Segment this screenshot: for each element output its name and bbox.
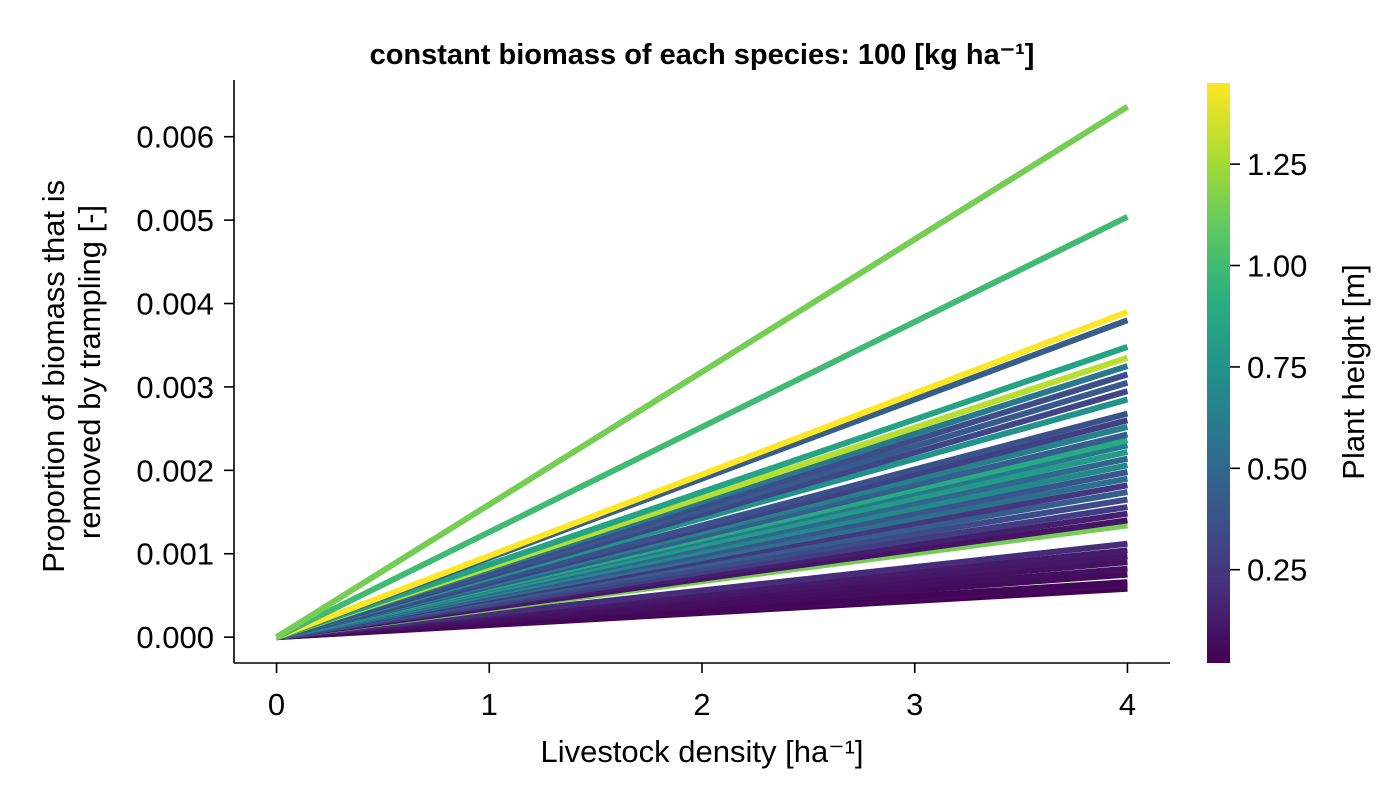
colorbar-tick-label: 0.25 (1247, 553, 1307, 588)
y-tick-label: 0.001 (136, 537, 214, 572)
series-lines (274, 104, 1130, 641)
y-ticks: 0.000 0.001 0.002 0.003 0.004 0.005 0.006 (136, 120, 234, 655)
x-tick-label: 0 (268, 687, 285, 722)
y-axis-label-line-2: removed by trampling [-] (72, 205, 107, 539)
y-axis-label: Proportion of biomass that is removed by… (36, 171, 107, 572)
x-tick-label: 2 (693, 687, 710, 722)
colorbar-label: Plant height [m] (1336, 264, 1371, 479)
y-tick-label: 0.004 (136, 287, 214, 322)
x-axis-label: Livestock density [ha⁻¹] (540, 734, 863, 769)
colorbar (1207, 83, 1230, 663)
x-tick-label: 1 (481, 687, 498, 722)
y-tick-label: 0.005 (136, 203, 214, 238)
y-axis-label-line-1: Proportion of biomass that is (36, 180, 71, 573)
series-line (275, 309, 1129, 640)
colorbar-tick-label: 1.00 (1247, 249, 1307, 284)
colorbar-tick-label: 0.75 (1247, 350, 1307, 385)
x-tick-label: 3 (906, 687, 923, 722)
series-line (276, 540, 1128, 641)
colorbar-ticks: 0.25 0.50 0.75 1.00 1.25 (1230, 147, 1307, 588)
series-line (275, 214, 1129, 640)
colorbar-tick-label: 0.50 (1247, 451, 1307, 486)
y-tick-label: 0.003 (136, 370, 214, 405)
x-tick-label: 4 (1119, 687, 1136, 722)
series-line (274, 104, 1130, 640)
chart-title: constant biomass of each species: 100 [k… (370, 39, 1035, 71)
series-line (275, 344, 1129, 640)
y-tick-label: 0.000 (136, 620, 214, 655)
y-tick-label: 0.006 (136, 120, 214, 155)
x-ticks: 0 1 2 3 4 (268, 663, 1136, 722)
y-tick-label: 0.002 (136, 453, 214, 488)
colorbar-tick-label: 1.25 (1247, 147, 1307, 182)
